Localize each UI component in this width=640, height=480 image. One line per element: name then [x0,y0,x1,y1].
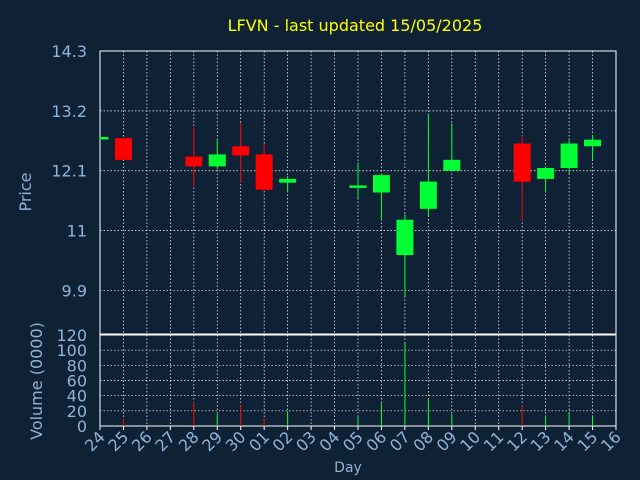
candle-body [513,143,531,182]
price-tick-label: 11 [67,222,87,241]
x-axis: 2425262728293001020304050607080910111213… [81,426,625,455]
candle [185,127,203,186]
price-tick-label: 12.1 [51,162,87,181]
candle-body [419,181,437,209]
candle [584,134,602,160]
candle [232,122,250,183]
candle-body [560,143,578,169]
candle [279,176,297,193]
candle [255,143,273,190]
price-panel: 14.3 13.2 12.1 11 9.9 [51,42,617,335]
price-tick-label: 9.9 [62,281,87,300]
candle-body [255,154,273,190]
candle [349,162,367,198]
candle [537,166,555,193]
candle [560,140,578,174]
candle-body [232,146,250,156]
x-tick-label: 16 [597,427,625,455]
candle [372,173,390,220]
candle [443,123,461,171]
candle-body [537,168,555,179]
candle-body [396,219,414,256]
candle-body [372,175,390,193]
price-axis-label: Price [16,172,35,211]
candle [396,214,414,296]
volume-tick-label: 100 [56,341,87,360]
price-tick-label: 14.3 [51,42,87,61]
candle [114,138,132,160]
price-tick-label: 13.2 [51,102,87,121]
candle-body [208,154,226,167]
volume-tick-label: 80 [67,356,87,375]
volume-axis-label: Volume (0000) [27,322,46,440]
volume-tick-label: 20 [67,402,87,421]
candle-body [349,185,367,188]
volume-tick-label: 0 [77,417,87,436]
volume-tick-label: 60 [67,372,87,391]
candle-body [279,178,297,183]
volume-tick-label: 40 [67,387,87,406]
candle [208,139,226,170]
x-axis-label: Day [334,460,362,476]
candle [99,136,109,140]
candle [513,135,531,221]
candle [419,113,437,217]
candle-body [584,139,602,147]
volume-tick-label: 120 [56,326,87,345]
candle-body [185,156,203,167]
candle-body [114,138,132,160]
chart-title: LFVN - last updated 15/05/2025 [228,16,483,35]
candle-body [443,159,461,171]
candle-body [100,136,109,140]
